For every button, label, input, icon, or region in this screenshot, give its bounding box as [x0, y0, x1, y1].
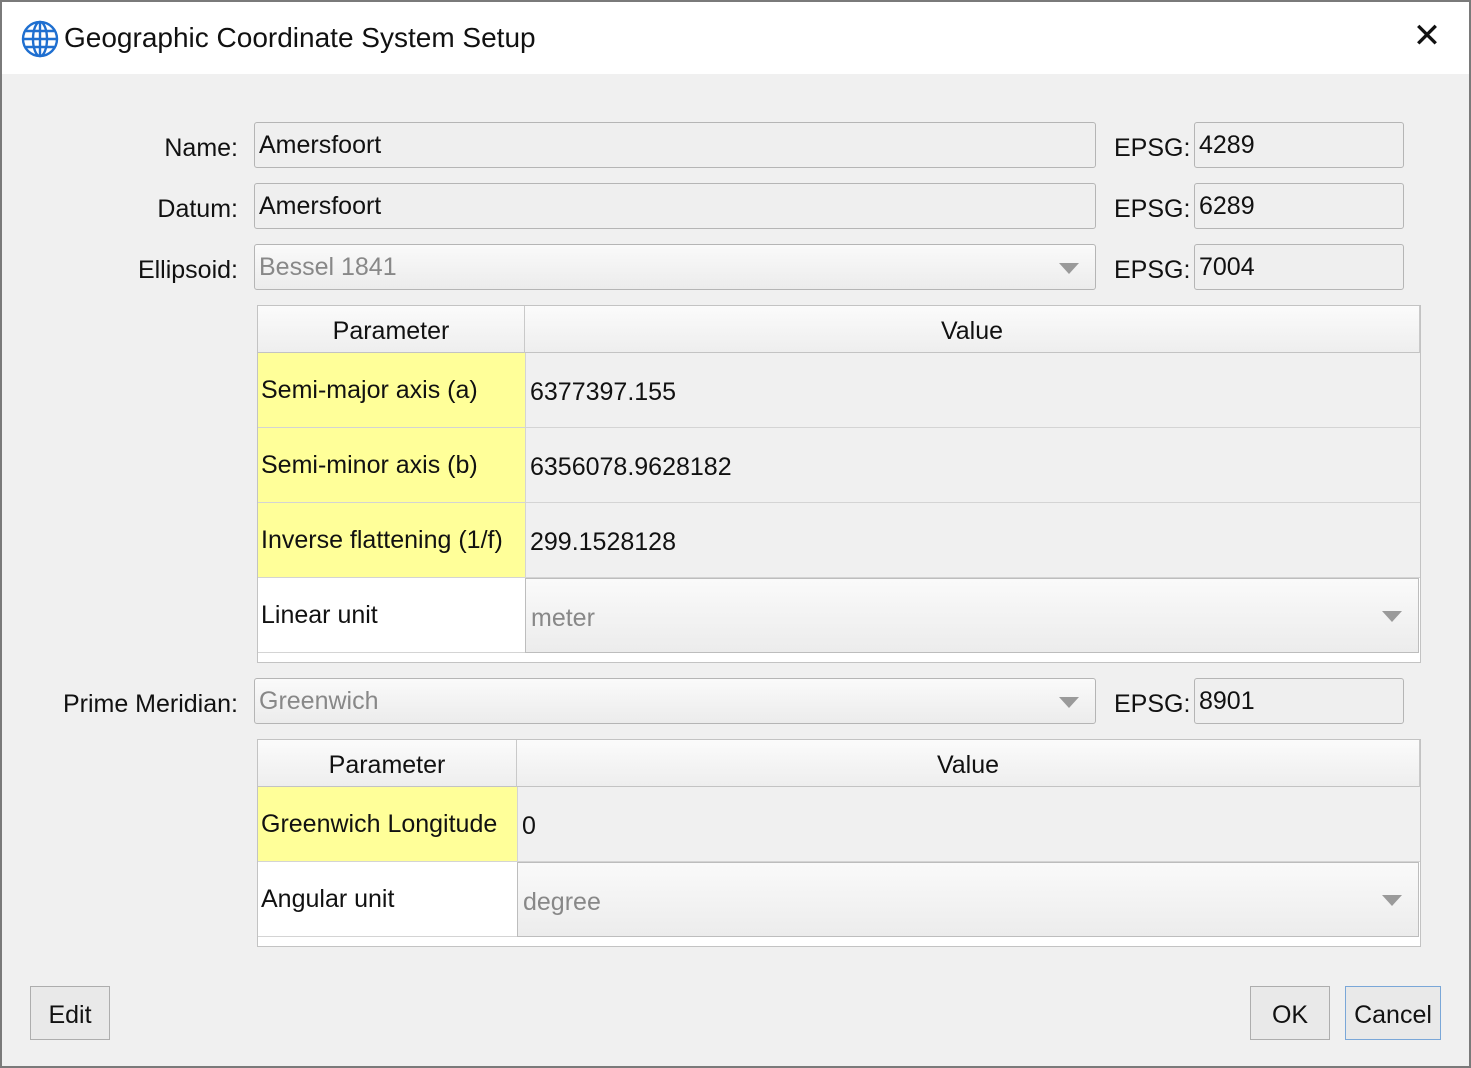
prime-meridian-dropdown[interactable]: Greenwich	[254, 678, 1096, 724]
chevron-down-icon	[1382, 895, 1402, 906]
name-field[interactable]: Amersfoort	[254, 122, 1096, 168]
datum-epsg-field[interactable]: 6289	[1194, 183, 1404, 229]
angular-unit-dropdown[interactable]: degree	[517, 862, 1419, 937]
ellipsoid-epsg-label: EPSG:	[1114, 256, 1190, 285]
prime-meridian-label: Prime Meridian:	[63, 690, 238, 719]
datum-epsg-label: EPSG:	[1114, 195, 1190, 224]
value-cell[interactable]: 6356078.9628182	[525, 428, 1420, 503]
datum-label: Datum:	[157, 195, 238, 224]
column-header-parameter[interactable]: Parameter	[258, 740, 517, 787]
chevron-down-icon	[1382, 611, 1402, 622]
ellipsoid-dropdown[interactable]: Bessel 1841	[254, 244, 1096, 290]
prime-meridian-epsg-label: EPSG:	[1114, 690, 1190, 719]
param-cell: Semi-major axis (a)	[258, 353, 525, 428]
prime-meridian-value: Greenwich	[259, 687, 379, 715]
param-cell: Inverse flattening (1/f)	[258, 503, 525, 578]
dialog-title: Geographic Coordinate System Setup	[64, 22, 536, 54]
linear-unit-dropdown[interactable]: meter	[525, 578, 1419, 653]
value-cell[interactable]: 0	[517, 787, 1420, 862]
ellipsoid-parameter-table: Parameter Value Semi-major axis (a) 6377…	[257, 305, 1421, 663]
param-cell: Semi-minor axis (b)	[258, 428, 525, 503]
name-epsg-label: EPSG:	[1114, 134, 1190, 163]
param-cell: Angular unit	[258, 862, 517, 937]
chevron-down-icon	[1059, 263, 1079, 274]
column-header-value[interactable]: Value	[525, 306, 1420, 353]
meridian-parameter-table: Parameter Value Greenwich Longitude 0 An…	[257, 739, 1421, 947]
edit-button[interactable]: Edit	[30, 986, 110, 1040]
name-epsg-field[interactable]: 4289	[1194, 122, 1404, 168]
column-header-parameter[interactable]: Parameter	[258, 306, 525, 353]
ellipsoid-label: Ellipsoid:	[138, 256, 238, 285]
name-label: Name:	[164, 134, 238, 163]
value-cell[interactable]: 6377397.155	[525, 353, 1420, 428]
angular-unit-value: degree	[523, 888, 601, 916]
ellipsoid-epsg-field[interactable]: 7004	[1194, 244, 1404, 290]
cancel-button[interactable]: Cancel	[1345, 986, 1441, 1040]
ellipsoid-value: Bessel 1841	[259, 253, 397, 281]
param-cell: Greenwich Longitude	[258, 787, 517, 862]
param-cell: Linear unit	[258, 578, 525, 653]
value-cell[interactable]: 299.1528128	[525, 503, 1420, 578]
globe-icon	[21, 20, 59, 58]
datum-field[interactable]: Amersfoort	[254, 183, 1096, 229]
close-icon[interactable]: ✕	[1407, 16, 1447, 56]
linear-unit-value: meter	[531, 604, 595, 632]
ok-button[interactable]: OK	[1250, 986, 1330, 1040]
column-header-value[interactable]: Value	[517, 740, 1420, 787]
chevron-down-icon	[1059, 697, 1079, 708]
prime-meridian-epsg-field[interactable]: 8901	[1194, 678, 1404, 724]
title-bar: Geographic Coordinate System Setup ✕	[2, 2, 1469, 74]
